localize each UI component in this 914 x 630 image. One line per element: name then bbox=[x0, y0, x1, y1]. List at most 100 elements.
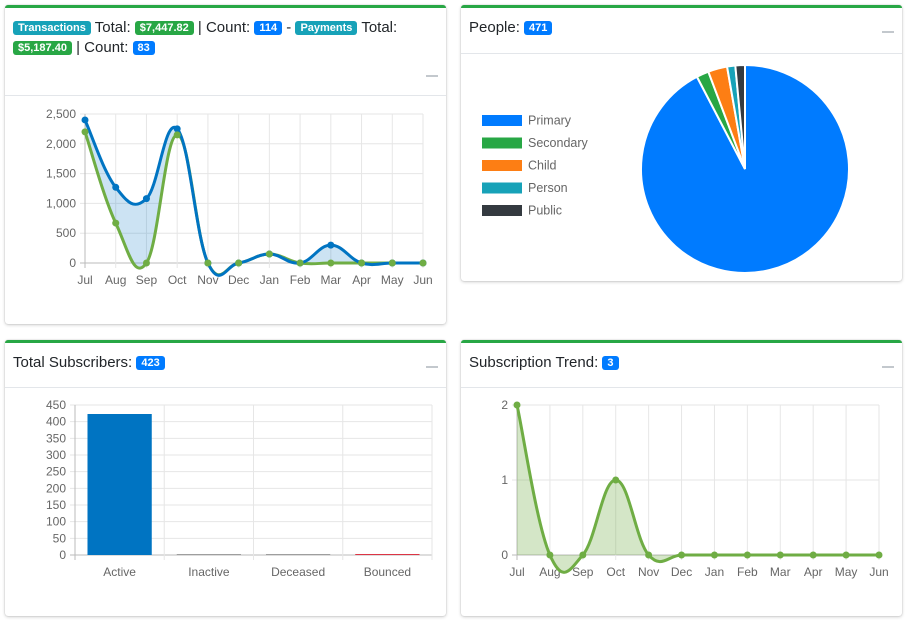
trend-count-badge: 3 bbox=[602, 356, 619, 370]
y-tick-label: 150 bbox=[46, 498, 66, 512]
transactions-header: Transactions Total: $7,447.82 | Count: 1… bbox=[5, 8, 446, 96]
data-point bbox=[173, 125, 181, 133]
x-tick-label: Jun bbox=[869, 565, 888, 579]
data-point bbox=[296, 259, 304, 267]
series-area bbox=[517, 405, 879, 573]
data-point bbox=[743, 551, 751, 559]
data-point bbox=[678, 551, 686, 559]
bar bbox=[355, 554, 420, 555]
transactions-chart: 0 500 1,000 1,500 2,000 2,500 Jul Aug Sep Oct Nov D… bbox=[46, 107, 433, 287]
subscribers-count-badge: 423 bbox=[136, 356, 165, 370]
transactions-count-badge: 114 bbox=[254, 21, 283, 35]
payments-count-label: | Count: bbox=[76, 39, 129, 56]
series-area bbox=[85, 119, 423, 276]
minimize-icon[interactable] bbox=[882, 31, 894, 33]
y-tick-label: 500 bbox=[56, 226, 76, 240]
legend-swatch bbox=[482, 137, 522, 149]
x-tick-label: Apr bbox=[804, 565, 823, 579]
minimize-icon[interactable] bbox=[882, 366, 894, 368]
data-point bbox=[776, 551, 784, 559]
x-tick-label: Bounced bbox=[364, 565, 411, 579]
y-tick-label: 2,000 bbox=[46, 137, 76, 151]
trend-chart: 0 1 2 Jul Aug Sep Oct Nov Dec Jan Feb Mar Apr May Jun bbox=[501, 398, 888, 579]
data-point bbox=[81, 116, 89, 124]
y-tick-label: 200 bbox=[46, 481, 66, 495]
data-point bbox=[419, 259, 427, 267]
data-point bbox=[612, 476, 620, 484]
payments-total-badge: $5,187.40 bbox=[13, 41, 72, 55]
x-tick-label: Jan bbox=[705, 565, 724, 579]
legend-label: Primary bbox=[528, 114, 572, 128]
trend-card: Subscription Trend: 3 0 1 2 Jul Aug Sep Oct Nov… bbox=[461, 340, 902, 616]
y-tick-label: 350 bbox=[46, 431, 66, 445]
transactions-total-label: Total: bbox=[94, 19, 131, 36]
y-tick-label: 1,000 bbox=[46, 196, 76, 210]
subscribers-chart: 0 50 100 150 200 250 300 350 400 450 Active Inactiv… bbox=[46, 398, 433, 579]
data-point bbox=[265, 250, 273, 258]
data-point bbox=[327, 241, 335, 249]
transactions-card: Transactions Total: $7,447.82 | Count: 1… bbox=[5, 5, 446, 324]
minimize-icon[interactable] bbox=[426, 366, 438, 368]
legend-label: Person bbox=[528, 181, 568, 195]
y-tick-label: 250 bbox=[46, 465, 66, 479]
data-point bbox=[112, 183, 120, 191]
data-point bbox=[645, 551, 653, 559]
payments-badge: Payments bbox=[295, 21, 358, 35]
data-point bbox=[112, 219, 120, 227]
transactions-badge: Transactions bbox=[13, 21, 91, 35]
y-tick-label: 0 bbox=[69, 256, 76, 270]
x-tick-label: Aug bbox=[105, 273, 126, 287]
x-tick-label: Oct bbox=[168, 273, 187, 287]
y-tick-label: 0 bbox=[59, 548, 66, 562]
x-tick-label: Inactive bbox=[188, 565, 230, 579]
data-point bbox=[875, 551, 883, 559]
data-point bbox=[235, 259, 243, 267]
transactions-chart-body: 0 500 1,000 1,500 2,000 2,500 Jul Aug Sep Oct Nov D… bbox=[5, 96, 446, 324]
x-tick-label: Mar bbox=[770, 565, 791, 579]
trend-title: Subscription Trend: bbox=[469, 354, 599, 371]
y-tick-label: 100 bbox=[46, 515, 66, 529]
x-tick-label: Active bbox=[103, 565, 136, 579]
data-point bbox=[358, 259, 366, 267]
y-tick-label: 1 bbox=[501, 473, 508, 487]
data-point bbox=[579, 551, 587, 559]
data-point bbox=[513, 401, 521, 409]
legend-label: Child bbox=[528, 159, 557, 173]
y-tick-label: 0 bbox=[501, 548, 508, 562]
people-count-badge: 471 bbox=[524, 21, 553, 35]
series-line bbox=[515, 404, 879, 574]
x-tick-label: Sep bbox=[136, 273, 158, 287]
subscribers-title: Total Subscribers: bbox=[13, 354, 133, 371]
legend-swatch bbox=[482, 160, 522, 171]
data-point bbox=[204, 259, 212, 267]
x-tick-label: Apr bbox=[352, 273, 371, 287]
x-tick-label: Jun bbox=[413, 273, 432, 287]
x-tick-label: Mar bbox=[320, 273, 341, 287]
data-point bbox=[81, 128, 89, 136]
payments-count-badge: 83 bbox=[132, 41, 155, 55]
pie-slice bbox=[734, 63, 746, 170]
people-card: People: 471 Primary Secondary Child Person P… bbox=[461, 5, 902, 281]
data-point bbox=[142, 195, 150, 203]
minimize-icon[interactable] bbox=[426, 75, 438, 77]
data-point bbox=[809, 551, 817, 559]
trend-chart-body: 0 1 2 Jul Aug Sep Oct Nov Dec Jan Feb Mar Apr May Jun bbox=[461, 388, 902, 616]
x-tick-label: May bbox=[835, 565, 858, 579]
data-point bbox=[546, 551, 554, 559]
people-chart-body: Primary Secondary Child Person Public bbox=[461, 54, 902, 281]
transactions-total-badge: $7,447.82 bbox=[134, 21, 194, 35]
x-tick-label: Jul bbox=[77, 273, 92, 287]
legend-swatch bbox=[482, 205, 522, 216]
data-point bbox=[173, 131, 181, 139]
people-title: People: bbox=[469, 19, 520, 36]
y-tick-label: 300 bbox=[46, 448, 66, 462]
legend-swatch bbox=[482, 115, 522, 126]
x-tick-label: Sep bbox=[572, 565, 594, 579]
bar bbox=[176, 554, 242, 555]
data-point bbox=[327, 259, 335, 267]
legend-label: Secondary bbox=[528, 136, 589, 150]
subscribers-card: Total Subscribers: 423 0 50 100 150 200 250 30… bbox=[5, 340, 446, 616]
subscribers-chart-body: 0 50 100 150 200 250 300 350 400 450 Active Inactiv… bbox=[5, 388, 446, 616]
x-tick-label: Dec bbox=[228, 273, 249, 287]
subscribers-header: Total Subscribers: 423 bbox=[5, 343, 446, 388]
